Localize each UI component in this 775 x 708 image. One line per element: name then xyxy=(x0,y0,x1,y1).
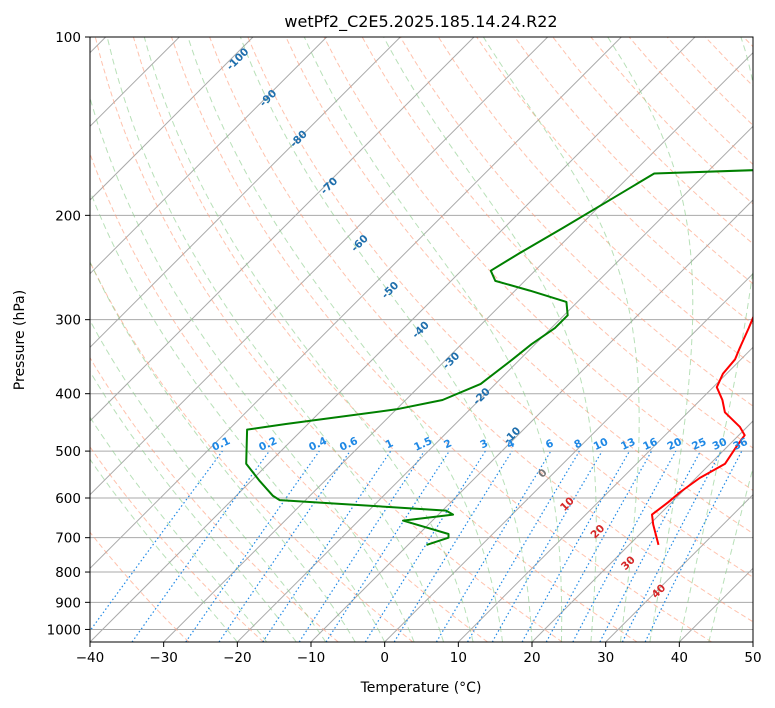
moist-adiabat xyxy=(106,37,445,642)
isotherm--100 xyxy=(90,37,254,201)
mixing-ratio-line xyxy=(644,450,743,642)
y-tick-label: 900 xyxy=(55,595,81,611)
moist-adiabat xyxy=(90,260,356,642)
y-tick-label: 500 xyxy=(55,444,81,460)
dry-adiabat xyxy=(399,37,753,407)
isotherm-0 xyxy=(384,272,753,642)
mixing-ratio-label: 36 xyxy=(731,436,749,453)
isotherm--40 xyxy=(90,37,696,642)
moist-adiabat xyxy=(90,370,297,642)
isotherm--70 xyxy=(90,37,475,422)
moist-adiabat xyxy=(90,458,238,642)
x-tick-label: −30 xyxy=(149,650,178,666)
moist-adiabat xyxy=(482,37,640,642)
moist-adiabat xyxy=(239,37,533,642)
temperature-line xyxy=(651,315,753,546)
moist-adiabat xyxy=(708,466,753,642)
isotherm--90 xyxy=(90,37,328,275)
isotherm--80 xyxy=(90,37,401,349)
dry-adiabat xyxy=(90,531,190,642)
isotherm-20 xyxy=(531,420,753,642)
moist-adiabat xyxy=(90,96,415,642)
mixing-ratio-label: 4 xyxy=(505,437,517,451)
isotherm-50 xyxy=(752,641,753,642)
dry-adiabat xyxy=(90,152,488,642)
mixing-ratio-label: 3 xyxy=(478,437,490,451)
mixing-ratio-label: 2 xyxy=(442,437,454,451)
dry-adiabat xyxy=(132,37,638,642)
plot-area: 0.1 0.2 0.4 0.6 1 1.5 2 3 4 6 8 10 13 16 20 25 30 36-100-… xyxy=(89,36,754,643)
moist-adiabat xyxy=(607,37,694,642)
y-tick-label: 800 xyxy=(55,565,81,581)
x-tick-label: 10 xyxy=(450,650,467,666)
x-tick-label: −40 xyxy=(76,650,105,666)
dry-adiabat xyxy=(90,356,339,642)
mixing-ratio-label: 10 xyxy=(592,436,610,453)
y-axis-label: Pressure (hPa) xyxy=(12,290,28,390)
mixing-ratio-line xyxy=(572,450,677,642)
mixing-ratio-label: 1 xyxy=(384,437,396,451)
mixing-ratio-label: 13 xyxy=(619,436,637,453)
mixing-ratio-label: 8 xyxy=(572,437,584,451)
plot-frame xyxy=(89,36,754,643)
mixing-ratio-line xyxy=(185,450,320,642)
mixing-ratio-line xyxy=(218,450,351,642)
moist-adiabat xyxy=(90,319,327,642)
plot-background xyxy=(90,37,753,642)
x-tick-label: 0 xyxy=(380,650,389,666)
dry-adiabat xyxy=(94,37,563,642)
moist-adiabat xyxy=(90,416,268,642)
mixing-ratio-label: 30 xyxy=(711,436,729,453)
mixing-ratio-line xyxy=(262,450,392,642)
dewpoint-line xyxy=(245,169,753,546)
y-tick-label: 100 xyxy=(55,30,81,46)
dry-adiabat xyxy=(90,446,264,642)
mixing-ratio-line xyxy=(545,450,653,642)
dry-adiabat xyxy=(437,37,753,366)
x-tick-label: 50 xyxy=(744,650,761,666)
mixing-ratio-line xyxy=(90,450,223,632)
x-tick-label: 30 xyxy=(597,650,614,666)
x-tick-label: 40 xyxy=(671,650,688,666)
moist-adiabat xyxy=(303,37,563,642)
y-tick-label: 1000 xyxy=(47,622,81,638)
dry-adiabat xyxy=(171,37,712,642)
mixing-ratio-label: 20 xyxy=(665,436,683,453)
dry-adiabat xyxy=(285,37,753,535)
chart-title: wetPf2_C2E5.2025.185.14.24.R22 xyxy=(284,12,557,32)
mixing-ratio-label: 16 xyxy=(641,436,659,453)
x-tick-label: −20 xyxy=(223,650,252,666)
moist-adiabat xyxy=(143,37,474,642)
mixing-ratio-line xyxy=(131,450,270,642)
x-axis-label: Temperature (°C) xyxy=(360,680,482,696)
isotherm--60 xyxy=(90,37,549,496)
mixing-ratio-line xyxy=(521,450,631,642)
y-tick-label: 400 xyxy=(55,387,81,403)
dry-adiabat xyxy=(361,37,753,449)
y-tick-label: 600 xyxy=(55,491,81,507)
y-tick-label: 300 xyxy=(55,313,81,329)
y-tick-label: 200 xyxy=(55,208,81,224)
x-tick-label: 20 xyxy=(523,650,540,666)
y-tick-label: 700 xyxy=(55,531,81,547)
mixing-ratio-label: 6 xyxy=(544,437,556,451)
mixing-ratio-line xyxy=(325,450,450,642)
mixing-ratio-label: 25 xyxy=(690,436,708,453)
dry-adiabat xyxy=(247,37,753,578)
isotherm--50 xyxy=(90,37,622,570)
x-tick-label: −10 xyxy=(297,650,326,666)
isotherm--30 xyxy=(163,51,753,642)
moist-adiabat xyxy=(383,37,597,642)
moist-adiabat xyxy=(90,189,386,642)
moist-adiabat xyxy=(678,37,753,642)
mixing-ratio-line xyxy=(393,450,513,642)
dry-adiabat xyxy=(209,37,753,623)
mixing-ratio-line xyxy=(298,450,425,642)
isotherm-30 xyxy=(605,493,753,642)
moist-adiabat xyxy=(187,37,503,642)
dry-adiabat xyxy=(514,37,753,285)
